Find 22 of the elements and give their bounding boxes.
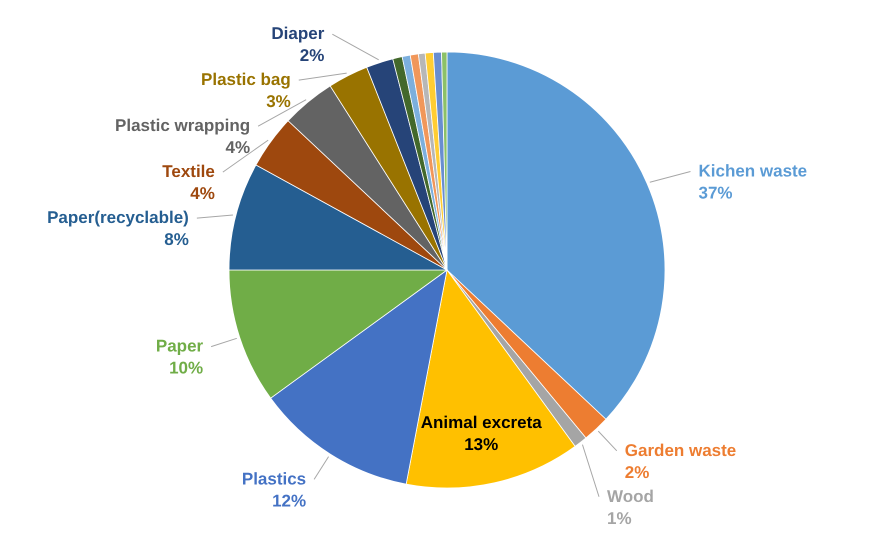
data-label: 2%	[624, 462, 650, 482]
slice-label: Kichen waste	[698, 162, 808, 181]
slice-label: Animal excreta	[420, 413, 542, 432]
data-label: 13%	[464, 435, 498, 454]
data-label: 4%	[226, 138, 250, 158]
slice-label: Wood	[607, 486, 654, 506]
slice-label: Plastics	[242, 469, 306, 488]
slice-label: Plastic wrapping	[115, 116, 250, 136]
data-label: 12%	[272, 491, 306, 510]
data-label: 10%	[169, 358, 204, 378]
data-label: 3%	[266, 92, 291, 112]
data-label: 1%	[607, 508, 632, 528]
slice-label: Garden waste	[624, 440, 736, 460]
data-label: 4%	[190, 184, 215, 204]
data-label: 2%	[300, 46, 324, 66]
slice-label: Textile	[162, 162, 215, 182]
slice-label: Plastic bag	[201, 70, 291, 90]
slice-label: Diaper	[271, 24, 325, 44]
slice-label: Paper(recyclable)	[47, 208, 189, 228]
data-label: 8%	[164, 230, 189, 250]
data-label: 37%	[698, 184, 733, 203]
slice-label: Paper	[156, 336, 204, 356]
